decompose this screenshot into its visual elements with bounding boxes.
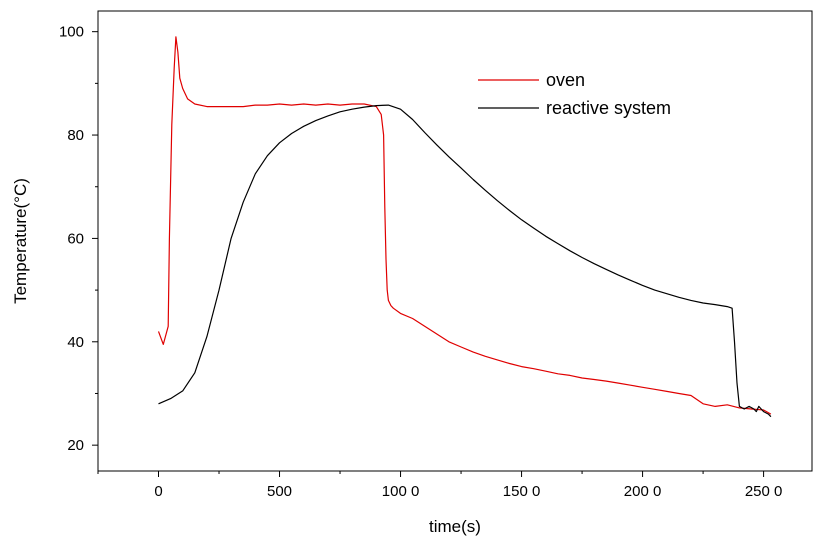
x-tick-label: 150 0 xyxy=(503,483,541,500)
y-tick-label: 40 xyxy=(67,334,84,351)
legend: oven reactive system xyxy=(478,70,671,118)
series-line-oven xyxy=(157,36,772,415)
x-tick-label: 100 0 xyxy=(382,483,420,500)
y-axis-title: Temperature(°C) xyxy=(11,178,30,304)
x-tick-label: 500 xyxy=(267,483,292,500)
x-axis-title: time(s) xyxy=(429,517,481,536)
y-tick-label: 60 xyxy=(67,230,84,247)
series-line-reactive-system xyxy=(158,104,772,418)
y-tick-label: 100 xyxy=(59,24,84,41)
x-tick-label: 0 xyxy=(154,483,162,500)
y-axis: 20 40 60 80 100 xyxy=(59,24,98,454)
x-tick-label: 200 0 xyxy=(624,483,662,500)
legend-label-reactive-system: reactive system xyxy=(546,98,671,118)
y-tick-label: 20 xyxy=(67,437,84,454)
plot-area-frame xyxy=(97,10,813,472)
x-axis: 0 500 100 0 150 0 200 0 250 0 xyxy=(97,471,783,500)
series-layer xyxy=(157,36,772,418)
y-tick-label: 80 xyxy=(67,127,84,144)
legend-label-oven: oven xyxy=(546,70,585,90)
x-tick-label: 250 0 xyxy=(745,483,783,500)
